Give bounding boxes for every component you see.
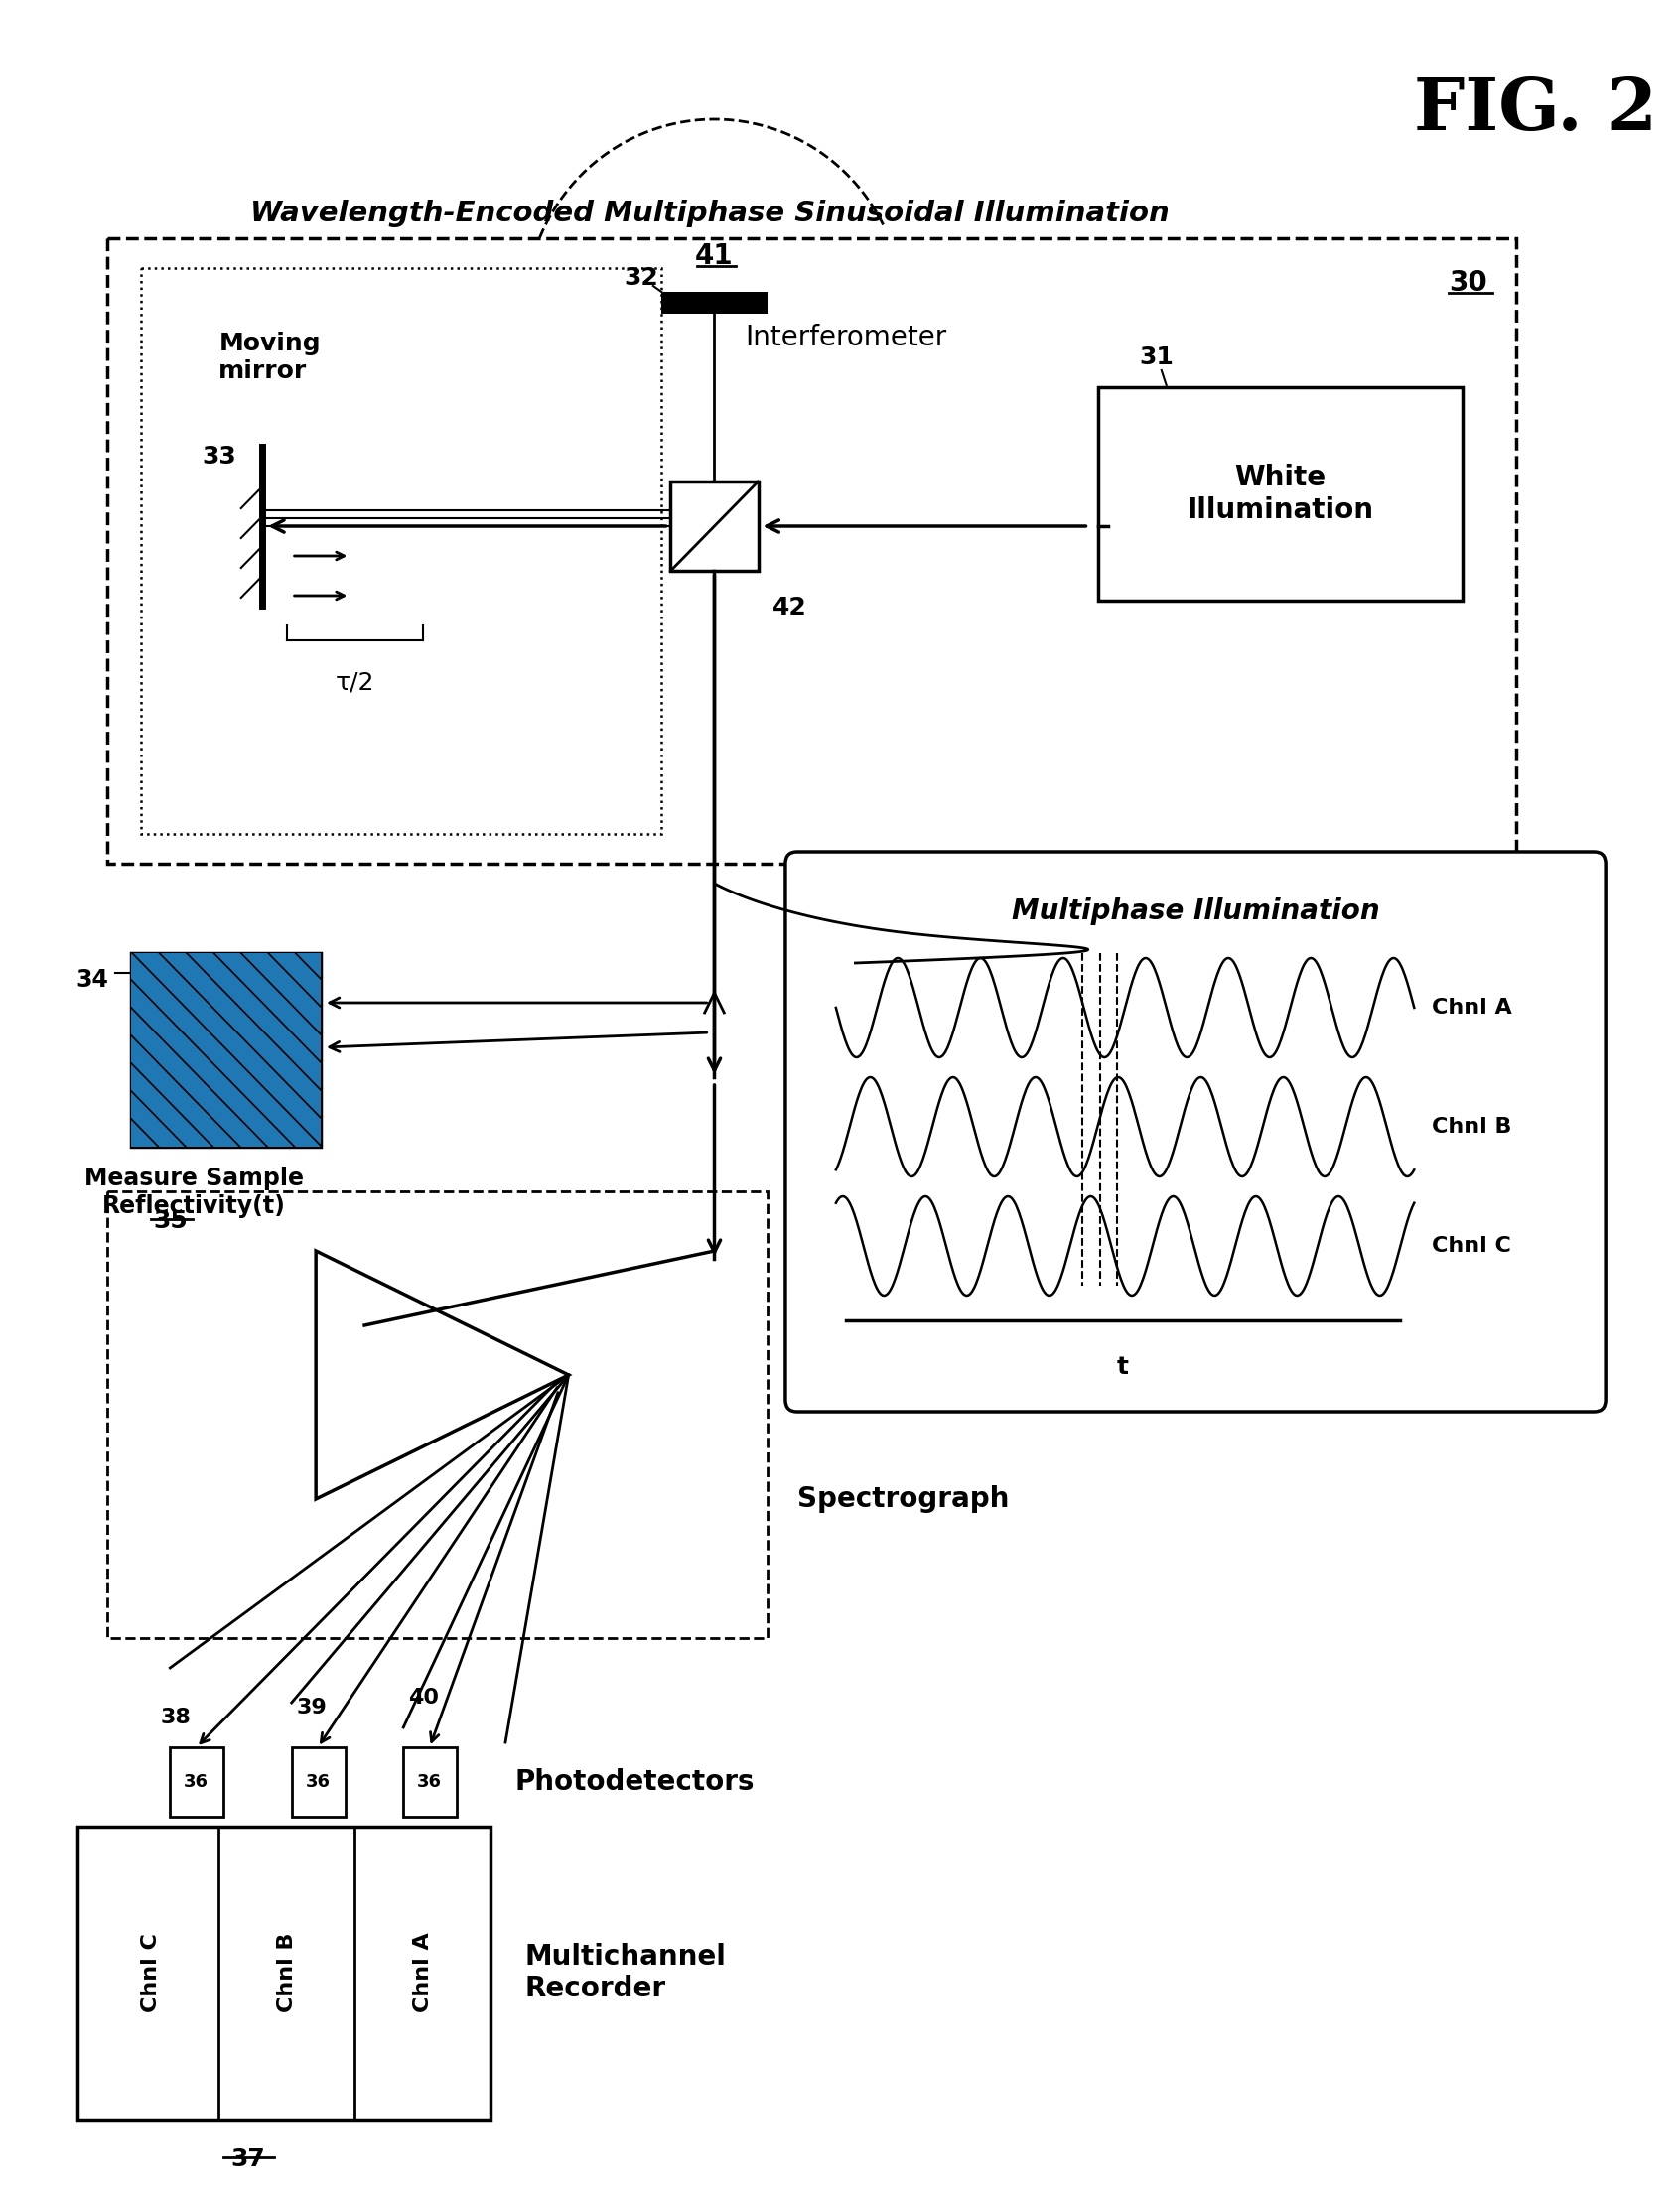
- Text: 31: 31: [1139, 345, 1174, 369]
- FancyBboxPatch shape: [785, 851, 1606, 1412]
- Text: Chnl B: Chnl B: [1431, 1117, 1512, 1137]
- Bar: [131, 952, 321, 1146]
- Text: Chnl B: Chnl B: [277, 1933, 297, 2012]
- Text: 37: 37: [230, 2148, 265, 2170]
- Text: Wavelength-Encoded Multiphase Sinusoidal Illumination: Wavelength-Encoded Multiphase Sinusoidal…: [250, 200, 1169, 226]
- Bar: [108, 1192, 768, 1638]
- Text: 30: 30: [1448, 268, 1487, 297]
- Bar: [77, 1827, 491, 2120]
- Text: 32: 32: [625, 266, 659, 290]
- Text: 35: 35: [153, 1209, 188, 1234]
- Text: Chnl A: Chnl A: [1431, 998, 1512, 1018]
- Bar: [1099, 387, 1463, 600]
- Text: 36: 36: [306, 1772, 331, 1790]
- Text: White
Illumination: White Illumination: [1188, 464, 1374, 523]
- Text: τ/2: τ/2: [334, 671, 375, 695]
- Text: 36: 36: [417, 1772, 442, 1790]
- Bar: [670, 482, 758, 572]
- Text: Chnl C: Chnl C: [141, 1933, 161, 2012]
- Text: 33: 33: [202, 444, 235, 468]
- Text: 38: 38: [160, 1709, 192, 1728]
- Text: Interferometer: Interferometer: [744, 323, 946, 352]
- Text: 36: 36: [183, 1772, 208, 1790]
- Text: 34: 34: [76, 968, 109, 992]
- Bar: [660, 292, 768, 314]
- Text: Measure Sample
Reflectivity(t): Measure Sample Reflectivity(t): [84, 1165, 304, 1218]
- Text: Photodetectors: Photodetectors: [516, 1768, 754, 1797]
- Text: 42: 42: [773, 596, 806, 620]
- Bar: [170, 1748, 223, 1816]
- Text: Chnl C: Chnl C: [1431, 1236, 1510, 1256]
- Text: Chnl A: Chnl A: [413, 1933, 433, 2012]
- Text: 40: 40: [408, 1687, 438, 1709]
- Text: Multiphase Illumination: Multiphase Illumination: [1011, 897, 1379, 926]
- Text: Multichannel
Recorder: Multichannel Recorder: [524, 1942, 726, 2003]
- Text: Spectrograph: Spectrograph: [796, 1484, 1010, 1513]
- Text: 39: 39: [296, 1698, 328, 1717]
- Bar: [108, 237, 1517, 864]
- Bar: [292, 1748, 344, 1816]
- Text: t: t: [1117, 1355, 1129, 1379]
- Text: FIG. 2: FIG. 2: [1415, 75, 1658, 145]
- Bar: [141, 268, 660, 833]
- Bar: [131, 952, 321, 1146]
- Bar: [403, 1748, 457, 1816]
- Text: 41: 41: [696, 242, 734, 270]
- Text: Moving
mirror: Moving mirror: [218, 332, 321, 383]
